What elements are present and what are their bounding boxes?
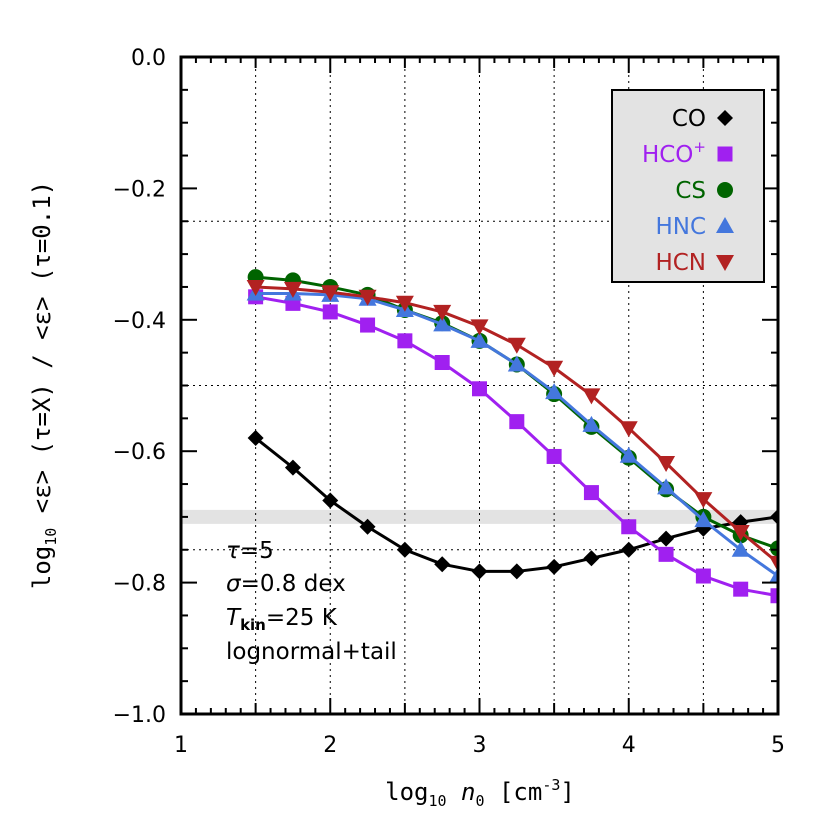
- point-co-3: [359, 518, 376, 535]
- ticks: [180, 56, 779, 715]
- series-hcn: [246, 279, 778, 572]
- point-hnc-12: [694, 511, 713, 528]
- legend-label-hco: HCO+: [642, 138, 706, 168]
- x-tick-label-0: 1: [174, 733, 188, 758]
- point-hcn-4: [395, 295, 414, 312]
- y-tick-label-0: 0.0: [131, 46, 166, 71]
- point-hco-13: [733, 581, 749, 597]
- annotation-tkin: Tkin=25 K: [226, 605, 338, 634]
- x-tick-label-1: 2: [323, 733, 337, 758]
- point-hco-4: [397, 333, 413, 349]
- point-hcn-5: [433, 304, 452, 321]
- annotation-tau: τ=5: [226, 538, 274, 564]
- point-hco-6: [472, 381, 487, 397]
- point-co-11: [658, 530, 675, 547]
- point-hco-11: [658, 546, 674, 562]
- point-hco-2: [322, 304, 338, 320]
- point-hcn-7: [507, 337, 526, 354]
- point-hnc-13: [731, 540, 750, 557]
- point-hco-12: [695, 568, 711, 584]
- point-hnc-9: [582, 415, 601, 432]
- line-hnc: [255, 292, 778, 578]
- point-hco-7: [509, 414, 525, 430]
- legend-box: [611, 89, 765, 283]
- y-tick-label-5: −1.0: [113, 703, 166, 728]
- point-hcn-1: [283, 281, 302, 298]
- legend-label-cs: CS: [675, 178, 706, 204]
- line-co: [254, 436, 778, 573]
- point-hco-8: [546, 448, 562, 464]
- y-tick-label-3: −0.6: [113, 440, 166, 465]
- point-hnc-10: [619, 446, 638, 463]
- annotation-sigma: σ=0.8 dex: [226, 571, 346, 597]
- point-co-2: [322, 492, 339, 509]
- series-group: [246, 269, 778, 604]
- y-axis-title: log10 <ε> (τ=X) / <ε> (τ=0.1): [28, 181, 60, 589]
- y-tick-label-4: −0.8: [113, 572, 166, 597]
- legend-marker-hnc: [716, 217, 734, 233]
- point-hnc-8: [545, 383, 564, 400]
- reference-band: [181, 509, 778, 524]
- point-hnc-6: [470, 331, 489, 348]
- point-co-8: [546, 558, 563, 575]
- point-hcn-0: [246, 279, 265, 296]
- point-hcn-6: [470, 319, 489, 336]
- x-tick-label-3: 4: [622, 733, 636, 758]
- point-hnc-14: [769, 567, 778, 584]
- point-co-9: [583, 550, 600, 567]
- x-tick-label-2: 3: [473, 733, 487, 758]
- legend-marker-hcn: [716, 255, 734, 271]
- point-hco-5: [434, 355, 450, 371]
- point-hco-14: [770, 588, 778, 604]
- point-co-7: [508, 563, 525, 580]
- series-co: [247, 430, 778, 580]
- legend-marker-cs: [717, 182, 733, 198]
- annotations: τ=5 σ=0.8 dex Tkin=25 K lognormal+tail: [226, 538, 397, 665]
- point-hnc-5: [433, 315, 452, 332]
- point-cs-14: [770, 540, 778, 557]
- point-hcn-2: [321, 285, 340, 302]
- x-axis-title: log10 n0 [cm-3]: [385, 776, 575, 810]
- point-co-5: [434, 556, 451, 573]
- point-hcn-12: [694, 492, 713, 509]
- point-hnc-7: [507, 355, 526, 372]
- point-hcn-14: [769, 555, 778, 572]
- y-tick-label-2: −0.4: [113, 309, 166, 334]
- point-hco-9: [583, 485, 599, 501]
- legend-label-hcn: HCN: [655, 250, 706, 276]
- point-co-4: [396, 541, 413, 558]
- point-co-1: [284, 459, 301, 476]
- point-hco-10: [621, 519, 637, 535]
- point-hcn-8: [545, 360, 564, 377]
- y-tick-label-1: −0.2: [113, 177, 166, 202]
- legend-marker-co: [717, 110, 733, 126]
- legend-label-hnc: HNC: [655, 214, 706, 240]
- series-hco: [248, 289, 778, 604]
- annotation-distribution: lognormal+tail: [226, 639, 397, 665]
- x-tick-label-4: 5: [771, 733, 785, 758]
- point-hcn-11: [657, 456, 676, 473]
- legend-label-co: CO: [672, 106, 706, 132]
- series-hnc: [246, 284, 778, 584]
- point-hcn-13: [731, 525, 750, 542]
- point-hcn-9: [582, 388, 601, 405]
- legend-marker-hco: [717, 146, 733, 162]
- point-hnc-11: [657, 478, 676, 495]
- point-hco-3: [360, 317, 376, 333]
- point-co-10: [620, 541, 637, 558]
- legend: CO HCO+ CS HNC HCN: [611, 89, 765, 283]
- point-hcn-10: [619, 421, 638, 438]
- tick-labels: 1 2 3 4 5 0.0 −0.2 −0.4 −0.6 −0.8 −1.0: [113, 46, 785, 758]
- point-hcn-3: [358, 289, 377, 306]
- point-co-6: [471, 563, 488, 580]
- point-co-0: [247, 430, 264, 447]
